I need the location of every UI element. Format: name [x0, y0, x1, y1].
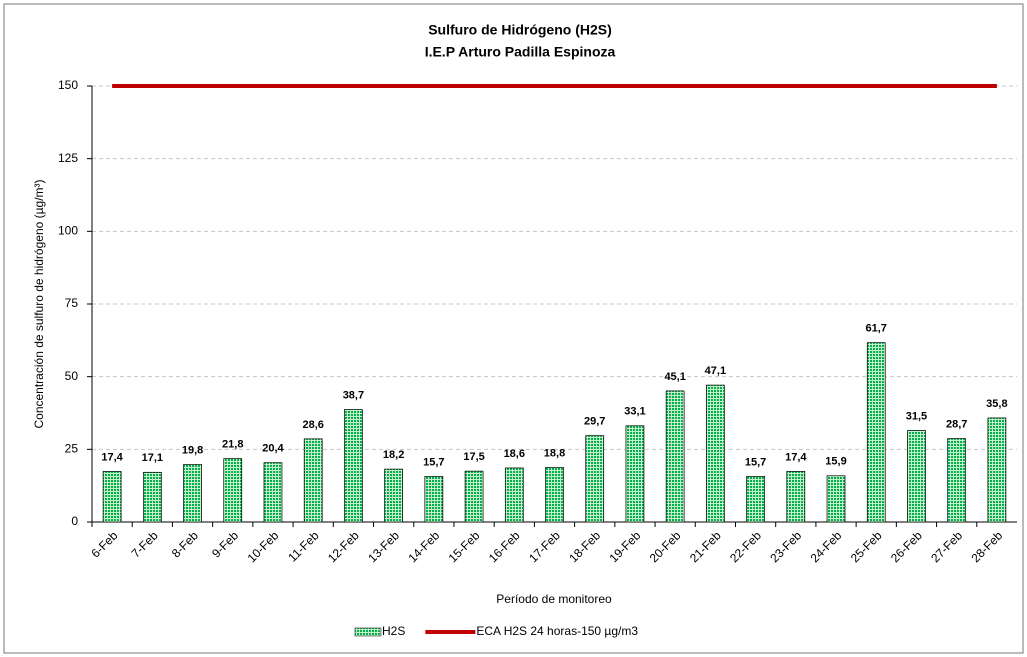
- value-label: 45,1: [664, 371, 685, 383]
- bar: [464, 470, 484, 523]
- y-tick-label: 75: [65, 296, 79, 310]
- bar: [625, 425, 645, 523]
- bar: [826, 475, 846, 523]
- bar: [183, 464, 202, 523]
- value-label: 17,4: [785, 451, 807, 463]
- legend-label: ECA H2S 24 horas-150 µg/m3: [476, 624, 638, 638]
- legend-swatch: [354, 627, 382, 637]
- value-label: 15,9: [825, 456, 846, 468]
- bar: [102, 471, 122, 523]
- bar: [142, 471, 162, 523]
- y-tick-label: 150: [58, 78, 78, 92]
- value-label: 18,2: [383, 449, 404, 461]
- chart-frame: [3, 3, 1024, 654]
- value-label: 33,1: [624, 406, 645, 418]
- bar: [987, 417, 1007, 523]
- value-label: 17,1: [142, 452, 163, 464]
- bar: [263, 462, 283, 523]
- chart-subtitle: I.E.P Arturo Padilla Espinoza: [425, 44, 616, 60]
- chart-title: Sulfuro de Hidrógeno (H2S): [428, 22, 612, 38]
- bar: [706, 384, 725, 523]
- bar: [223, 458, 243, 523]
- bar: [907, 430, 926, 523]
- value-label: 19,8: [182, 444, 203, 456]
- value-label: 35,8: [986, 398, 1007, 410]
- bar: [947, 438, 967, 523]
- y-axis-label: Concentración de sulfuro de hidrógeno (µ…: [32, 179, 46, 428]
- y-tick-label: 0: [71, 514, 78, 528]
- bar: [504, 467, 524, 523]
- value-label: 28,7: [946, 418, 967, 430]
- value-label: 18,8: [544, 447, 565, 459]
- bar: [746, 476, 765, 523]
- y-tick-label: 25: [65, 442, 79, 456]
- x-axis-label: Período de monitoreo: [496, 592, 612, 606]
- bar: [384, 468, 403, 523]
- bar: [585, 435, 605, 523]
- y-tick-label: 125: [58, 151, 78, 165]
- value-label: 29,7: [584, 416, 605, 428]
- value-label: 38,7: [343, 389, 364, 401]
- value-label: 18,6: [504, 448, 525, 460]
- legend-label: H2S: [382, 624, 405, 638]
- value-label: 17,4: [101, 451, 123, 463]
- value-label: 28,6: [302, 419, 323, 431]
- bar: [866, 342, 886, 523]
- value-label: 21,8: [222, 439, 243, 451]
- bar: [344, 409, 363, 523]
- value-label: 20,4: [262, 443, 284, 455]
- bar: [786, 471, 806, 523]
- bar: [424, 476, 444, 523]
- value-label: 47,1: [705, 365, 726, 377]
- value-label: 15,7: [423, 456, 444, 468]
- y-tick-label: 100: [58, 224, 78, 238]
- bar: [665, 390, 685, 523]
- y-tick-label: 50: [65, 369, 79, 383]
- value-label: 61,7: [866, 323, 887, 335]
- value-label: 31,5: [906, 410, 927, 422]
- bar: [303, 438, 323, 523]
- bar: [545, 467, 564, 523]
- value-label: 17,5: [463, 451, 484, 463]
- value-label: 15,7: [745, 456, 766, 468]
